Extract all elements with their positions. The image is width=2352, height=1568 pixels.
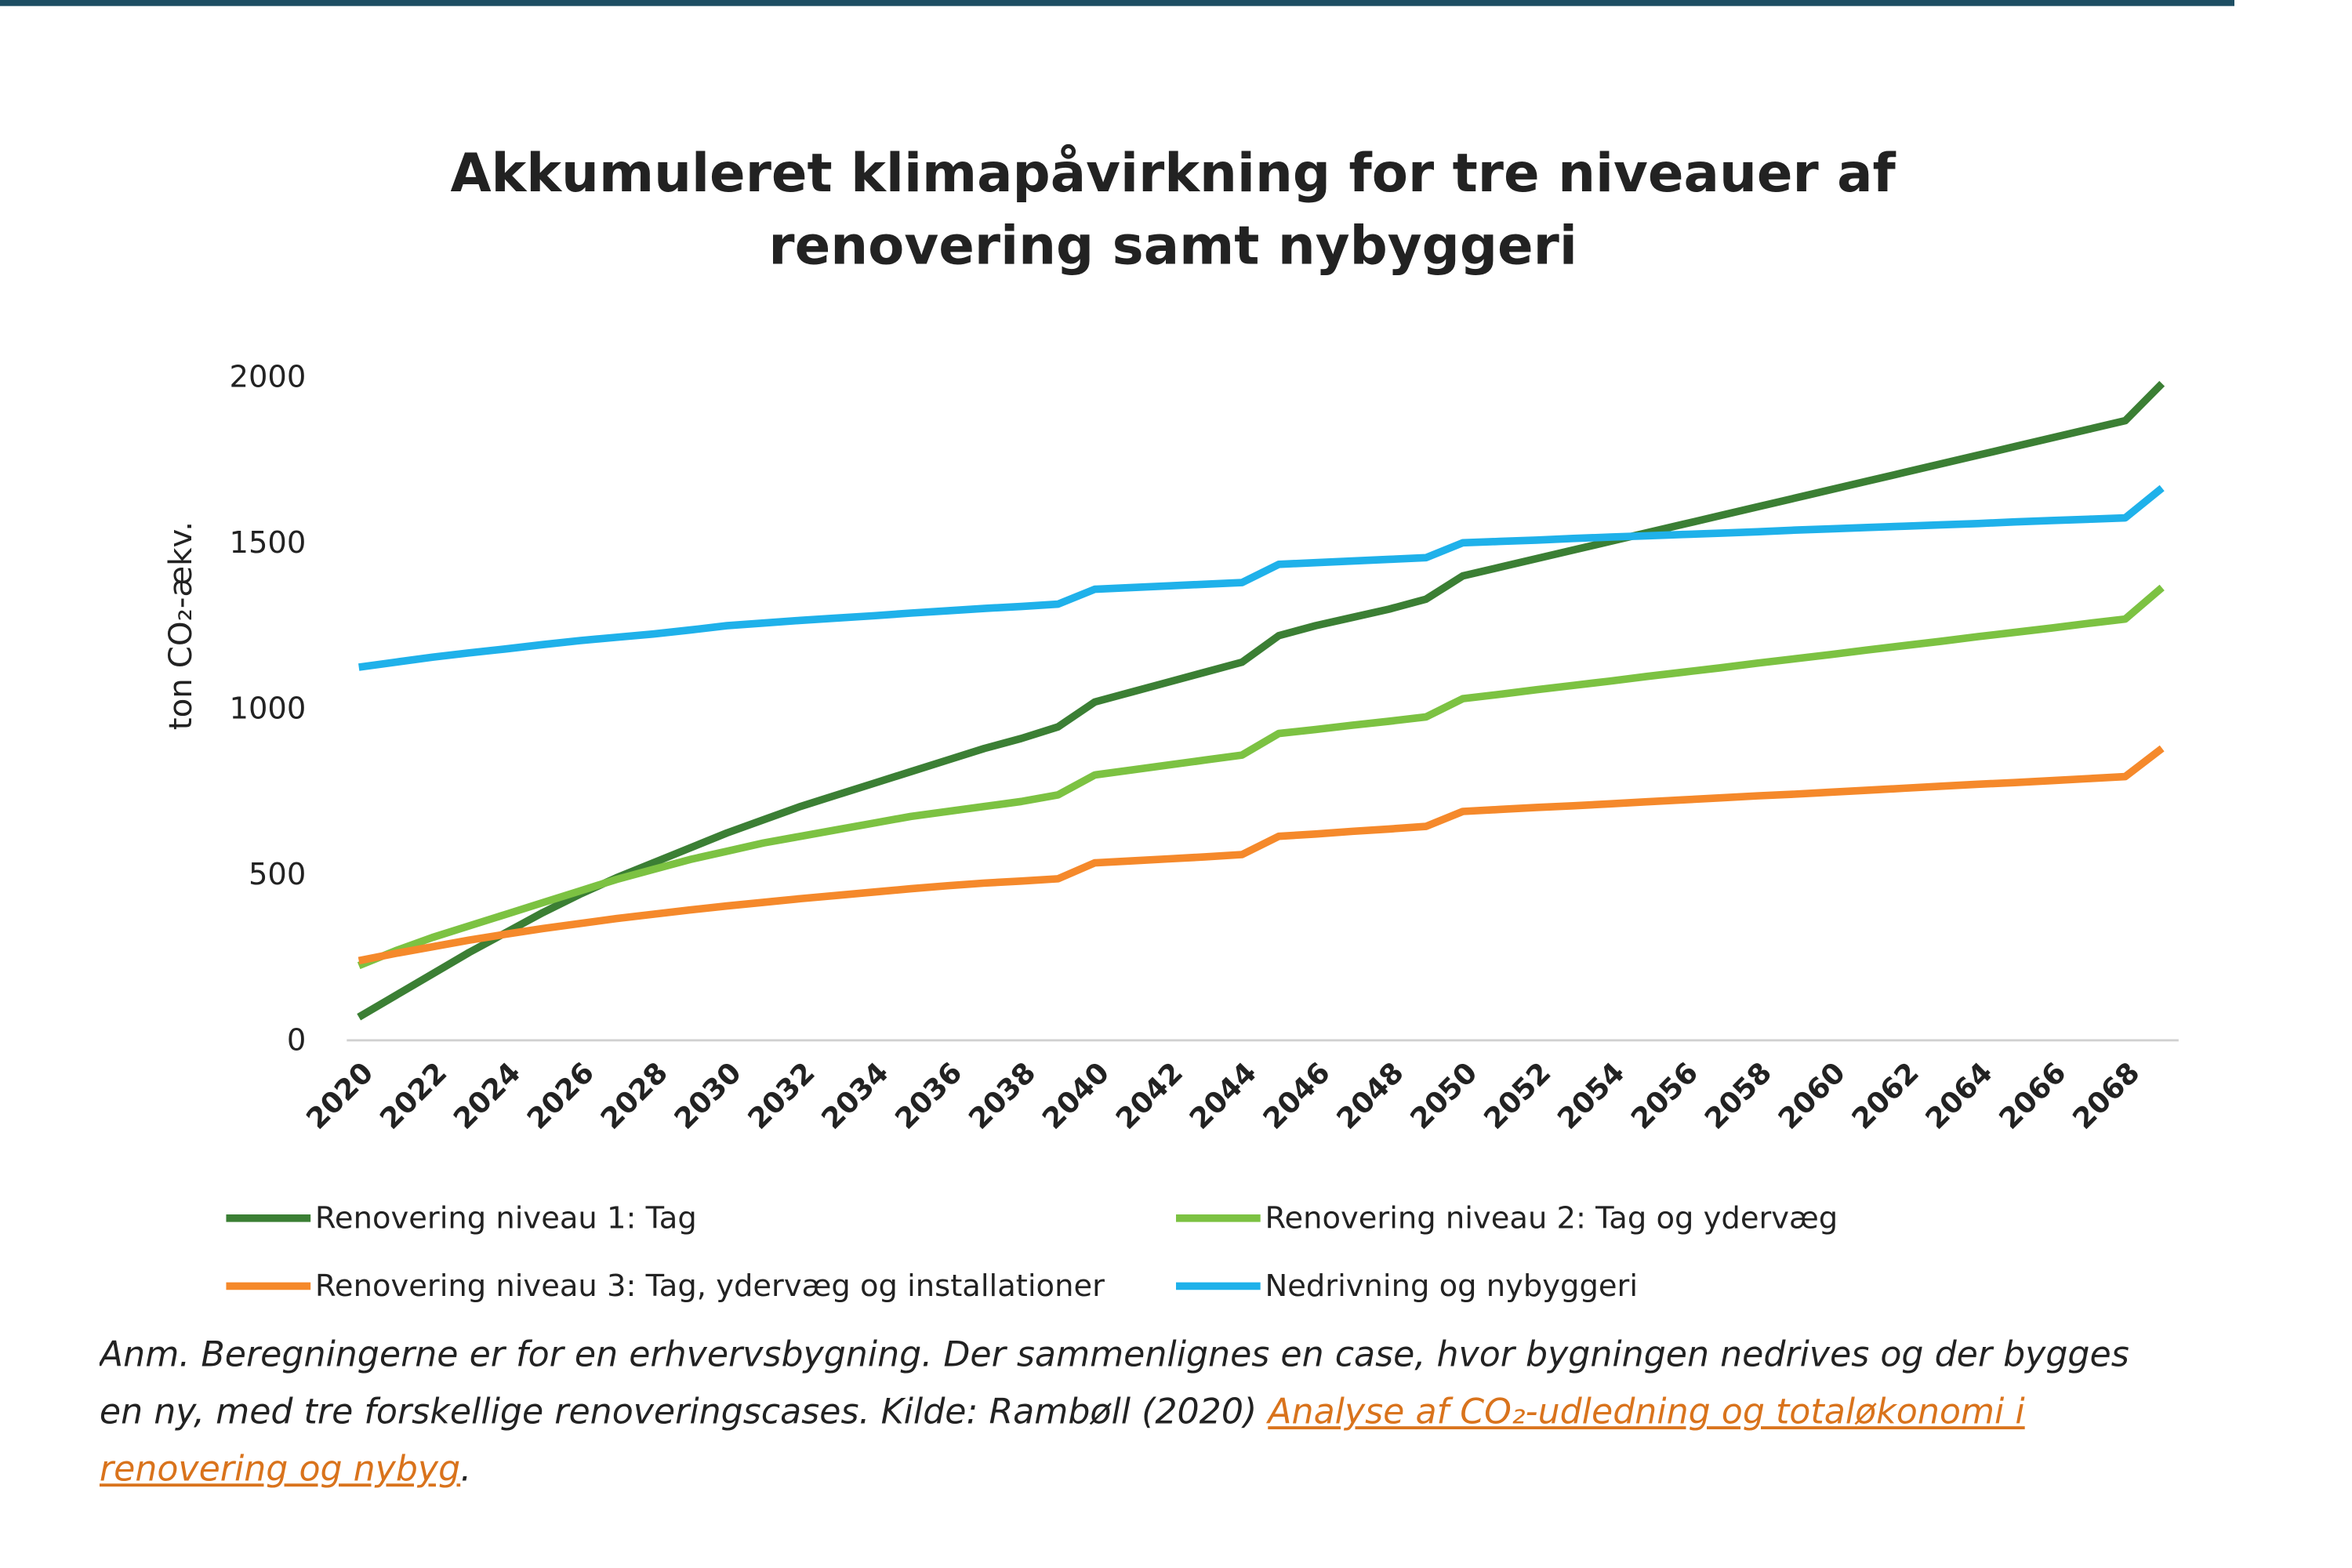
chart-title: Akkumuleret klimapåvirkning for tre nive… xyxy=(450,143,1896,204)
x-tick-label: 2028 xyxy=(594,1055,674,1135)
x-tick-label: 2056 xyxy=(1624,1055,1704,1135)
x-tick-label: 2048 xyxy=(1330,1055,1410,1135)
x-tick-label: 2024 xyxy=(447,1055,527,1135)
top-bar xyxy=(0,0,2234,6)
y-tick-label: 500 xyxy=(249,857,306,892)
x-tick-label: 2046 xyxy=(1257,1055,1337,1135)
series-line xyxy=(357,380,2165,1021)
chart-title: renovering samt nybyggeri xyxy=(768,216,1577,277)
x-tick-label: 2058 xyxy=(1698,1055,1778,1135)
legend-label: Renovering niveau 1: Tag xyxy=(315,1200,697,1236)
x-tick-label: 2036 xyxy=(888,1055,968,1135)
y-tick-label: 1000 xyxy=(230,691,307,726)
x-tick-label: 2022 xyxy=(373,1055,453,1135)
y-tick-label: 1500 xyxy=(230,525,307,561)
x-tick-label: 2026 xyxy=(521,1055,601,1135)
note-box: Anm. Beregningerne er for en erhvervsbyg… xyxy=(100,1327,2180,1498)
legend-label: Renovering niveau 2: Tag og ydervæg xyxy=(1265,1200,1838,1236)
x-tick-label: 2054 xyxy=(1551,1055,1631,1135)
x-tick-label: 2050 xyxy=(1403,1055,1483,1135)
series-line xyxy=(358,745,2165,965)
note-link[interactable]: Analyse af CO₂-udledning og totaløkonomi… xyxy=(99,1392,2025,1490)
x-tick-label: 2052 xyxy=(1477,1055,1557,1135)
y-axis-label: ton CO₂-ækv. xyxy=(162,521,199,730)
x-tick-label: 2066 xyxy=(1992,1055,2072,1135)
x-tick-label: 2042 xyxy=(1109,1055,1189,1135)
x-tick-label: 2034 xyxy=(815,1055,895,1135)
x-tick-label: 2030 xyxy=(668,1055,748,1135)
x-tick-label: 2044 xyxy=(1183,1055,1263,1135)
x-tick-label: 2020 xyxy=(299,1055,379,1135)
series-line xyxy=(358,485,2165,671)
x-tick-label: 2038 xyxy=(962,1055,1042,1135)
x-tick-label: 2068 xyxy=(2066,1055,2146,1135)
legend-label: Nedrivning og nybyggeri xyxy=(1265,1269,1638,1304)
x-tick-label: 2040 xyxy=(1036,1055,1116,1135)
x-tick-label: 2032 xyxy=(741,1055,821,1135)
note-text: Anm. Beregningerne er for en erhvervsbyg… xyxy=(99,1335,2129,1432)
x-tick-label: 2060 xyxy=(1772,1055,1852,1135)
series-line xyxy=(357,584,2165,970)
legend-label: Renovering niveau 3: Tag, ydervæg og ins… xyxy=(315,1269,1105,1304)
x-tick-label: 2064 xyxy=(1918,1055,1998,1135)
y-tick-label: 0 xyxy=(287,1022,306,1058)
x-tick-label: 2062 xyxy=(1846,1055,1926,1135)
note-end: . xyxy=(460,1450,472,1490)
y-tick-label: 2000 xyxy=(230,359,307,394)
note: Anm. Beregningerne er for en erhvervsbyg… xyxy=(100,1327,2180,1498)
